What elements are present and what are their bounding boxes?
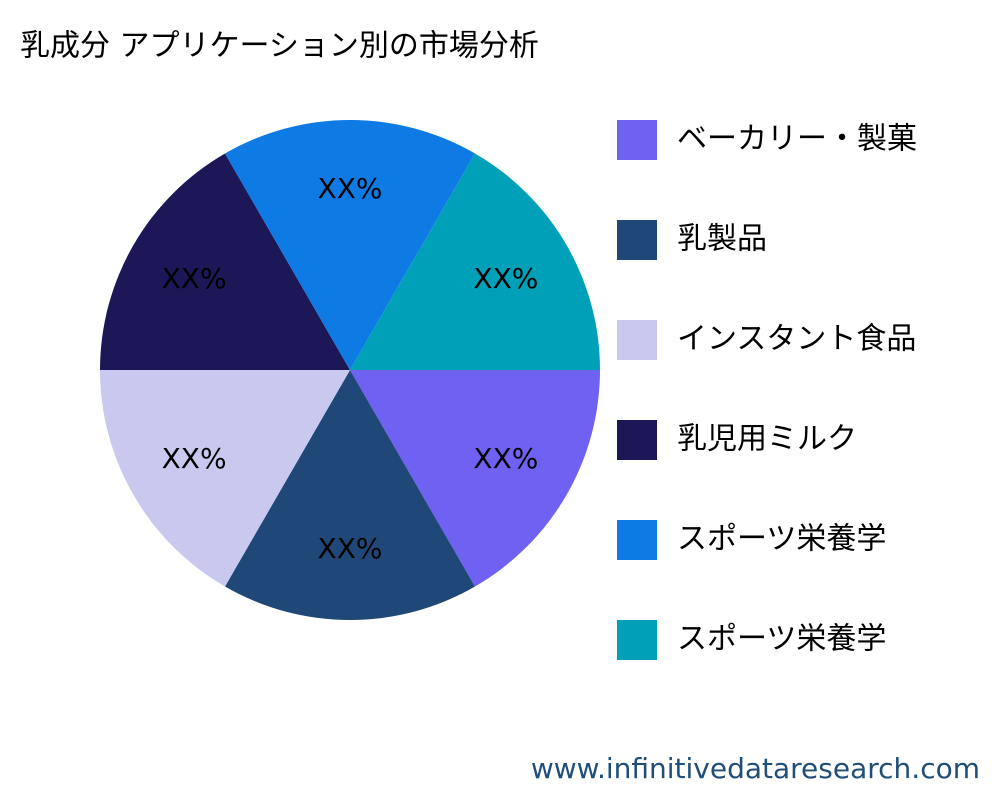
legend-swatch (617, 220, 657, 260)
pie-slice (225, 119, 475, 370)
legend-label: 乳製品 (677, 222, 767, 257)
legend-label: スポーツ栄養学 (677, 622, 886, 657)
data-label: XX% (473, 262, 538, 295)
legend-swatch (617, 520, 657, 560)
source: www.infinitivedataresearch.com (531, 752, 980, 785)
pie-slice (225, 370, 475, 620)
pie-slice (100, 370, 350, 587)
legend-label: 乳児用ミルク (677, 422, 857, 457)
pie-slice (100, 153, 350, 370)
pie-slice (350, 153, 600, 370)
pie-slice (350, 370, 600, 587)
legend-swatch (617, 320, 657, 360)
data-label: XX% (318, 172, 383, 205)
legend-swatch (617, 620, 657, 660)
legend-label: ベーカリー・製菓 (677, 122, 917, 157)
legend-swatch (617, 420, 657, 460)
data-label: XX% (162, 262, 227, 295)
data-label: XX% (162, 442, 227, 475)
data-label: XX% (473, 442, 538, 475)
legend-label: スポーツ栄養学 (677, 522, 886, 557)
legend-label: インスタント食品 (677, 322, 916, 357)
data-label: XX% (318, 532, 383, 565)
chart-title: 乳成分 アプリケーション別の市場分析 (20, 29, 539, 64)
legend-swatch (617, 120, 657, 160)
